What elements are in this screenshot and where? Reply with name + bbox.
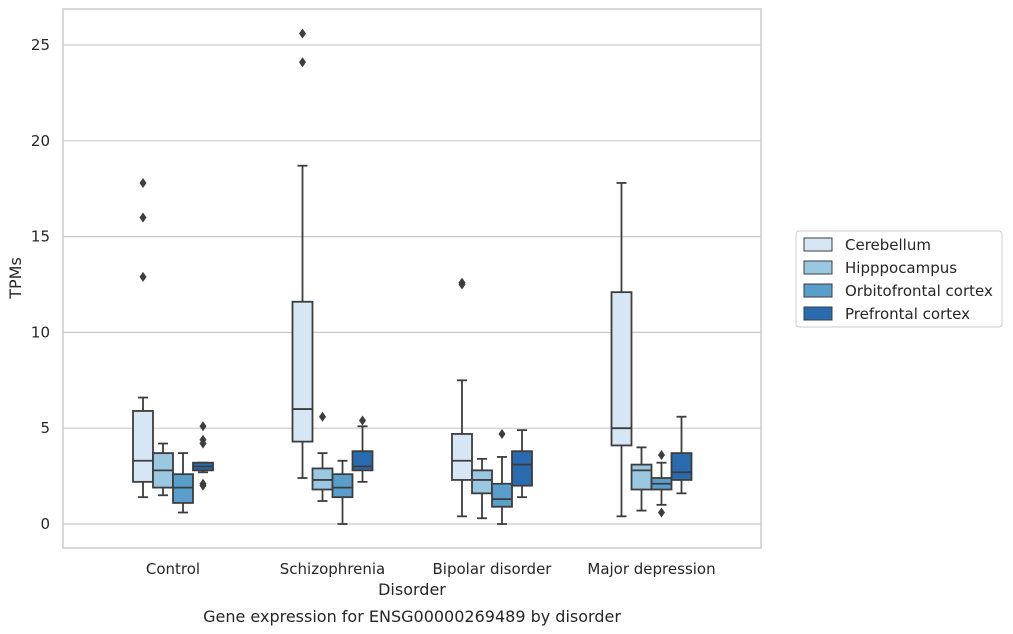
box-body [451, 433, 473, 481]
box-1-2 [471, 457, 493, 520]
outlier-point [319, 411, 326, 422]
gridlines [63, 44, 761, 525]
box-1-3 [630, 446, 653, 512]
plot-frame [62, 8, 762, 549]
outlier-point [658, 450, 665, 461]
box-3-0 [192, 421, 214, 491]
chart-caption: Gene expression for ENSG00000269489 by d… [203, 607, 621, 626]
box-0-0 [132, 177, 154, 499]
box-body [331, 473, 354, 499]
outlier-point [139, 177, 147, 188]
box-body [670, 452, 693, 481]
outlier-point [199, 478, 207, 489]
x-axis-label: Disorder [378, 580, 446, 599]
y-tick-label: 10 [31, 323, 50, 341]
outlier-point [299, 28, 306, 39]
box-1-1 [311, 411, 334, 502]
x-tick-label: Control [146, 560, 200, 578]
y-tick-labels: 0 5 10 15 20 25 [31, 36, 50, 533]
legend-swatch [803, 306, 833, 321]
outlier-point [359, 415, 366, 426]
outlier-point [199, 421, 207, 432]
outlier-point [498, 428, 506, 439]
outlier-point [199, 434, 207, 445]
legend-label: Prefrontal cortex [845, 305, 970, 323]
legend-frame [795, 230, 1003, 328]
box-body [491, 482, 513, 508]
outlier-point [658, 507, 665, 518]
box-2-0 [172, 452, 194, 514]
legend-swatch [803, 283, 833, 298]
box-body [291, 300, 314, 443]
legend-label: Orbitofrontal cortex [845, 282, 993, 300]
box-body [630, 463, 653, 491]
outlier-point [299, 57, 306, 68]
x-tick-label: Major depression [587, 560, 715, 578]
box-body [511, 450, 533, 487]
outlier-point [139, 212, 147, 223]
box-0-1 [291, 28, 314, 479]
x-tick-labels: Control Schizophrenia Bipolar disorder Majo… [146, 560, 716, 578]
legend: Cerebellum Hipppocampus Orbitofrontal cort… [795, 230, 1003, 328]
box-3-1 [351, 415, 374, 483]
y-tick-label: 0 [40, 515, 50, 533]
box-body [471, 469, 493, 495]
x-tick-label: Bipolar disorder [433, 560, 553, 578]
box-body [311, 467, 334, 491]
box-0-2 [451, 277, 473, 518]
y-tick-label: 5 [40, 419, 50, 437]
outlier-point [139, 271, 147, 282]
box-1-0 [152, 442, 174, 497]
box-body [610, 291, 633, 447]
box-body [132, 410, 154, 483]
box-2-2 [491, 428, 513, 525]
box-body [172, 473, 194, 504]
box-3-3 [670, 415, 693, 495]
outlier-point [458, 277, 466, 288]
y-tick-label: 15 [31, 228, 50, 246]
legend-label: Hipppocampus [845, 259, 957, 277]
box-2-3 [650, 450, 673, 518]
y-tick-label: 20 [31, 132, 50, 150]
box-2-1 [331, 459, 354, 525]
box-0-3 [610, 182, 633, 518]
box-3-2 [511, 429, 533, 499]
y-axis-label: TPMs [6, 257, 25, 300]
y-tick-label: 25 [31, 36, 50, 54]
legend-swatch [803, 260, 833, 275]
legend-swatch [803, 237, 833, 252]
box-body [351, 450, 374, 472]
legend-label: Cerebellum [845, 236, 931, 254]
boxes [132, 28, 693, 525]
x-tick-label: Schizophrenia [280, 560, 385, 578]
